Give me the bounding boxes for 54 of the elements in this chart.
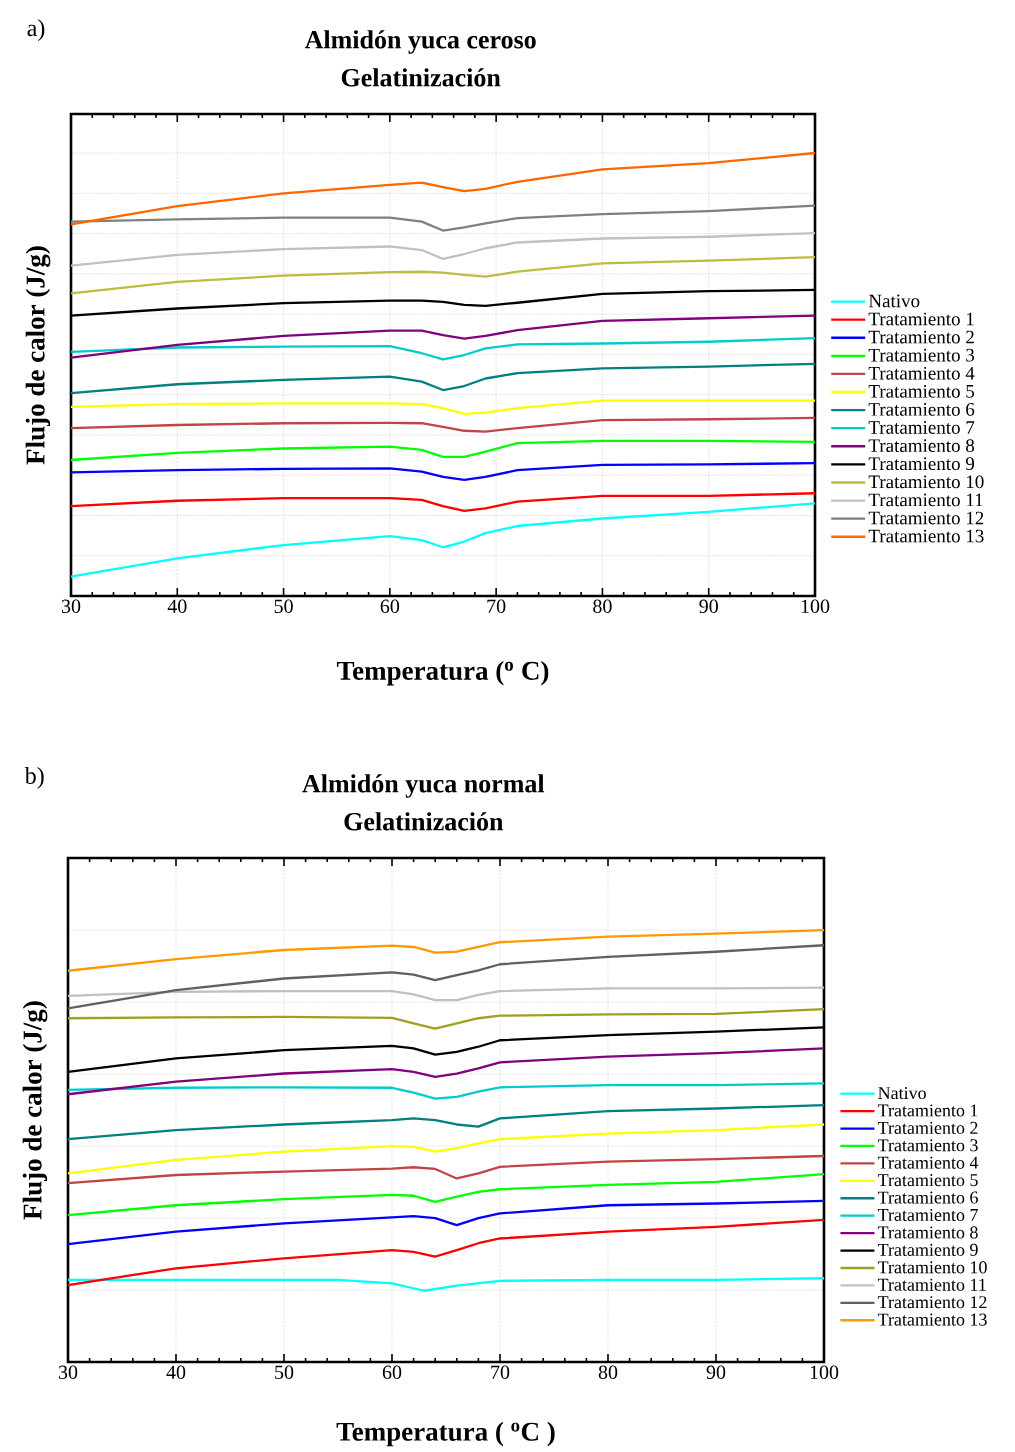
x-tick-label: 80 <box>598 1365 618 1380</box>
x-tick-label: 100 <box>801 599 830 614</box>
x-axis-title: Temperatura ($^{o}$ C) <box>336 660 549 686</box>
legend-label: Tratamiento 13 <box>877 1313 987 1326</box>
legend-label: Tratamiento 7 <box>877 1208 978 1222</box>
y-axis-title: Flujo de calor (J/g) <box>22 1001 48 1220</box>
legend-label: Tratamiento 13 <box>868 529 984 543</box>
x-tick-label: 60 <box>380 599 400 614</box>
x-tick-label: 40 <box>167 599 187 614</box>
legend-label: Nativo <box>868 294 920 308</box>
x-axis-title: Temperatura ( $^{o}$C ) <box>336 1421 555 1447</box>
x-tick-label: 70 <box>487 599 506 614</box>
legend-label: Tratamiento 3 <box>868 348 975 362</box>
legend-label: Tratamiento 11 <box>877 1278 986 1291</box>
legend-label: Tratamiento 7 <box>868 421 975 434</box>
legend-label: Tratamiento 6 <box>868 403 975 416</box>
legend-label: Tratamiento 8 <box>868 439 975 453</box>
legend-label: Tratamiento 1 <box>868 312 974 326</box>
legend-label: Tratamiento 5 <box>868 384 975 398</box>
x-tick-label: 90 <box>699 599 718 614</box>
chart-subtitle: Gelatinización <box>341 68 501 87</box>
legend-label: Tratamiento 3 <box>877 1139 978 1152</box>
legend-label: Tratamiento 12 <box>868 511 984 525</box>
legend-label: Tratamiento 2 <box>877 1121 978 1134</box>
x-tick-label: 50 <box>275 1365 294 1380</box>
legend-label: Tratamiento 4 <box>868 366 975 380</box>
x-tick-label: 60 <box>382 1365 402 1380</box>
x-tick-label: 30 <box>61 599 81 614</box>
legend-label: Tratamiento 10 <box>877 1261 987 1274</box>
legend-label: Tratamiento 12 <box>877 1296 987 1309</box>
x-tick-label: 70 <box>491 1365 510 1380</box>
chart-title: Almidón yuca ceroso <box>304 30 536 54</box>
legend-label: Tratamiento 6 <box>877 1191 978 1204</box>
legend-label: Tratamiento 8 <box>877 1226 978 1239</box>
x-tick-label: 100 <box>810 1365 839 1380</box>
legend-label: Tratamiento 2 <box>868 330 974 344</box>
chart-title: Almidón yuca normal <box>302 774 545 798</box>
y-axis-title: Flujo de calor (J/g) <box>25 246 51 465</box>
text: b) <box>24 767 44 789</box>
legend-label: Tratamiento 9 <box>868 457 975 471</box>
legend-label: Tratamiento 11 <box>868 493 983 507</box>
legend-label: Tratamiento 9 <box>877 1243 978 1256</box>
x-tick-label: 30 <box>58 1365 78 1380</box>
legend-label: Nativo <box>878 1087 926 1100</box>
x-tick-label: 80 <box>593 599 612 614</box>
legend-label: Tratamiento 10 <box>868 475 984 489</box>
legend-label: Tratamiento 4 <box>877 1156 979 1169</box>
chart-subtitle: Gelatinización <box>344 812 504 831</box>
x-tick-label: 40 <box>166 1365 186 1380</box>
text: a) <box>27 19 45 42</box>
x-tick-label: 50 <box>274 599 293 614</box>
x-tick-label: 90 <box>706 1365 726 1380</box>
legend-label: Tratamiento 5 <box>877 1174 978 1187</box>
legend-label: Tratamiento 1 <box>877 1104 978 1117</box>
